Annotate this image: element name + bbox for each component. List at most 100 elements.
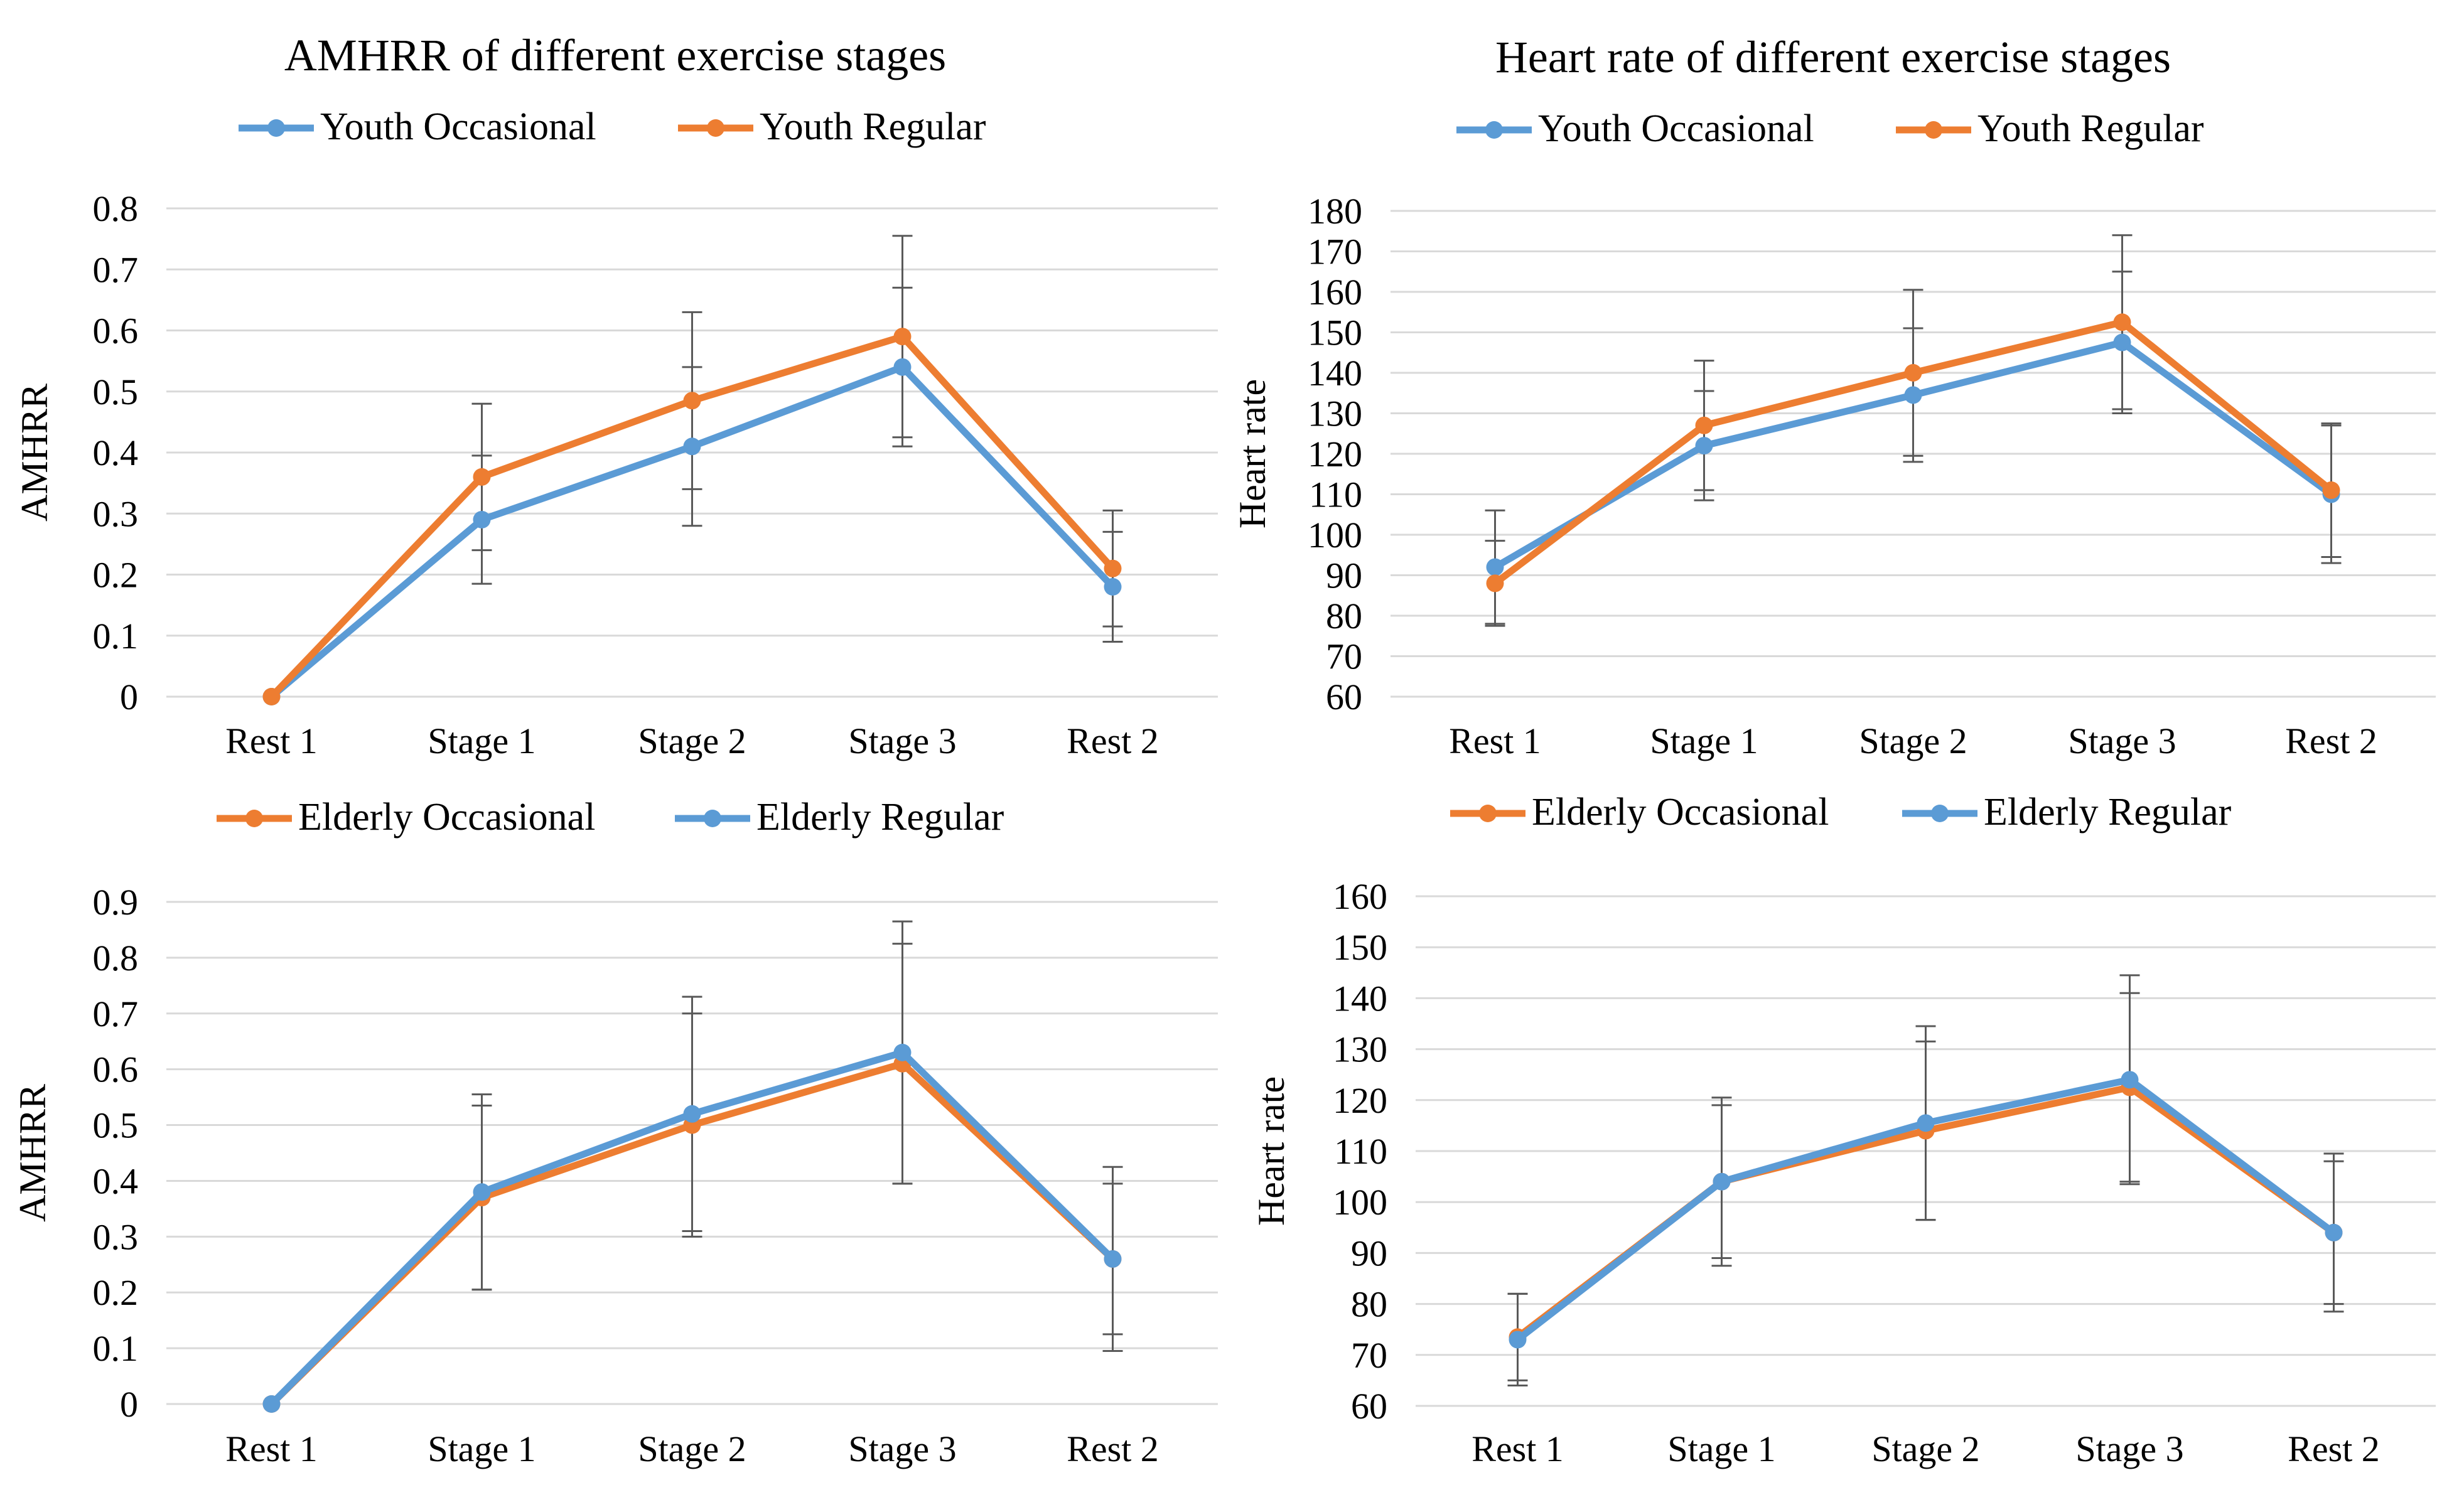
x-tick-label: Stage 1 [1667, 1428, 1775, 1469]
x-tick-label: Stage 1 [428, 1428, 535, 1469]
x-tick-label: Rest 2 [2288, 1428, 2380, 1469]
legend-label: Elderly Regular [756, 796, 1004, 839]
y-tick-label: 60 [1351, 1386, 1387, 1427]
x-tick-label: Stage 3 [848, 721, 956, 761]
data-point [1486, 558, 1504, 576]
y-tick-label: 0.3 [93, 493, 139, 534]
y-tick-label: 150 [1308, 313, 1362, 353]
legend-entry: Youth Occasional [239, 105, 596, 148]
y-tick-label: 0.1 [93, 1328, 139, 1369]
y-axis-label: AMHRR [14, 383, 55, 522]
x-tick-label: Stage 3 [2068, 721, 2176, 761]
data-point [893, 1044, 912, 1061]
x-tick-label: Stage 2 [1859, 721, 1967, 761]
chart-panel-4: 60 70 80 90 100 110 120 130 140 150 160 Rest 1 Stage… [1251, 791, 2436, 1469]
data-point [1695, 437, 1713, 455]
y-tick-label: 100 [1308, 515, 1362, 555]
legend-entry: Youth Regular [678, 105, 986, 148]
x-tick-label: Rest 1 [225, 1428, 318, 1469]
x-tick-label: Rest 2 [1067, 721, 1159, 761]
y-tick-label: 130 [1333, 1029, 1387, 1070]
legend-marker [1925, 121, 1942, 139]
y-tick-label: 0.4 [93, 1160, 139, 1201]
data-point [1486, 574, 1504, 592]
y-tick-label: 0.2 [93, 1272, 139, 1313]
y-tick-label: 0 [120, 1384, 138, 1425]
data-point [1904, 364, 1922, 382]
legend-entry: Elderly Occasional [217, 796, 595, 839]
y-tick-label: 120 [1308, 434, 1362, 474]
chart-panel-3: 0 0.1 0.2 0.3 0.4 0.5 0.6 0.7 0.8 0.9 Rest 1 Stage … [12, 796, 1218, 1469]
legend-label: Youth Regular [760, 105, 986, 148]
chart-title: AMHRR of different exercise stages [284, 30, 946, 80]
legend-label: Youth Occasional [1538, 107, 1814, 150]
data-point [683, 437, 701, 456]
x-tick-label: Stage 3 [2075, 1428, 2183, 1469]
x-tick-label: Rest 2 [1067, 1428, 1159, 1469]
legend-marker [1485, 121, 1503, 139]
data-point [473, 1183, 491, 1201]
y-axis-label: Heart rate [1251, 1076, 1292, 1226]
y-tick-label: 160 [1333, 876, 1387, 917]
legend-label: Youth Regular [1977, 107, 2204, 150]
y-tick-label: 170 [1308, 232, 1362, 272]
legend-entry: Elderly Regular [675, 796, 1004, 839]
data-point [683, 1105, 701, 1123]
data-point [1509, 1331, 1527, 1349]
legend-label: Youth Occasional [320, 105, 596, 148]
y-tick-label: 160 [1308, 272, 1362, 313]
y-axis-label: Heart rate [1232, 379, 1273, 528]
data-point [262, 1395, 281, 1413]
data-point [893, 328, 912, 346]
y-tick-label: 0.4 [93, 432, 139, 473]
data-point [2113, 313, 2131, 331]
x-tick-label: Stage 2 [638, 721, 746, 761]
y-tick-label: 110 [1309, 474, 1362, 515]
legend-label: Elderly Regular [1984, 791, 2232, 833]
y-tick-label: 130 [1308, 394, 1362, 434]
data-point [2325, 1223, 2343, 1241]
y-tick-label: 140 [1308, 353, 1362, 394]
data-point [2113, 333, 2131, 351]
legend-entry: Youth Regular [1896, 107, 2204, 150]
y-tick-label: 0.3 [93, 1216, 139, 1257]
legend-entry: Elderly Occasional [1450, 791, 1829, 833]
legend-marker [1479, 805, 1497, 822]
x-tick-label: Stage 1 [428, 721, 535, 761]
legend-marker [245, 810, 263, 827]
data-point [2121, 1071, 2139, 1089]
y-tick-label: 150 [1333, 927, 1387, 968]
y-tick-label: 60 [1326, 677, 1362, 717]
y-tick-label: 140 [1333, 978, 1387, 1019]
x-tick-label: Rest 1 [225, 721, 318, 761]
y-tick-label: 0.2 [93, 555, 139, 596]
y-tick-label: 100 [1333, 1182, 1387, 1223]
y-tick-label: 0.5 [93, 1105, 139, 1146]
y-tick-label: 0 [120, 677, 138, 717]
x-tick-label: Rest 2 [2285, 721, 2377, 761]
data-point [2322, 481, 2340, 500]
y-tick-label: 80 [1326, 596, 1362, 636]
legend-marker [707, 119, 724, 137]
data-point [1104, 1250, 1122, 1268]
x-tick-label: Stage 1 [1650, 721, 1758, 761]
y-tick-label: 0.6 [93, 1049, 139, 1090]
x-tick-label: Stage 3 [848, 1428, 956, 1469]
y-tick-label: 120 [1333, 1080, 1387, 1121]
x-tick-label: Rest 1 [1471, 1428, 1564, 1469]
data-point [1695, 416, 1713, 434]
legend-label: Elderly Occasional [1532, 791, 1829, 833]
legend-entry: Youth Occasional [1456, 107, 1814, 150]
data-point [473, 510, 491, 528]
y-tick-label: 70 [1326, 636, 1362, 677]
data-point [1104, 577, 1122, 596]
y-tick-label: 0.6 [93, 311, 139, 351]
y-tick-label: 0.8 [93, 938, 139, 978]
legend-label: Elderly Occasional [298, 796, 595, 839]
data-point [473, 468, 491, 486]
x-tick-label: Stage 2 [638, 1428, 746, 1469]
x-tick-label: Rest 1 [1449, 721, 1541, 761]
data-point [683, 392, 701, 410]
data-point [893, 358, 912, 376]
